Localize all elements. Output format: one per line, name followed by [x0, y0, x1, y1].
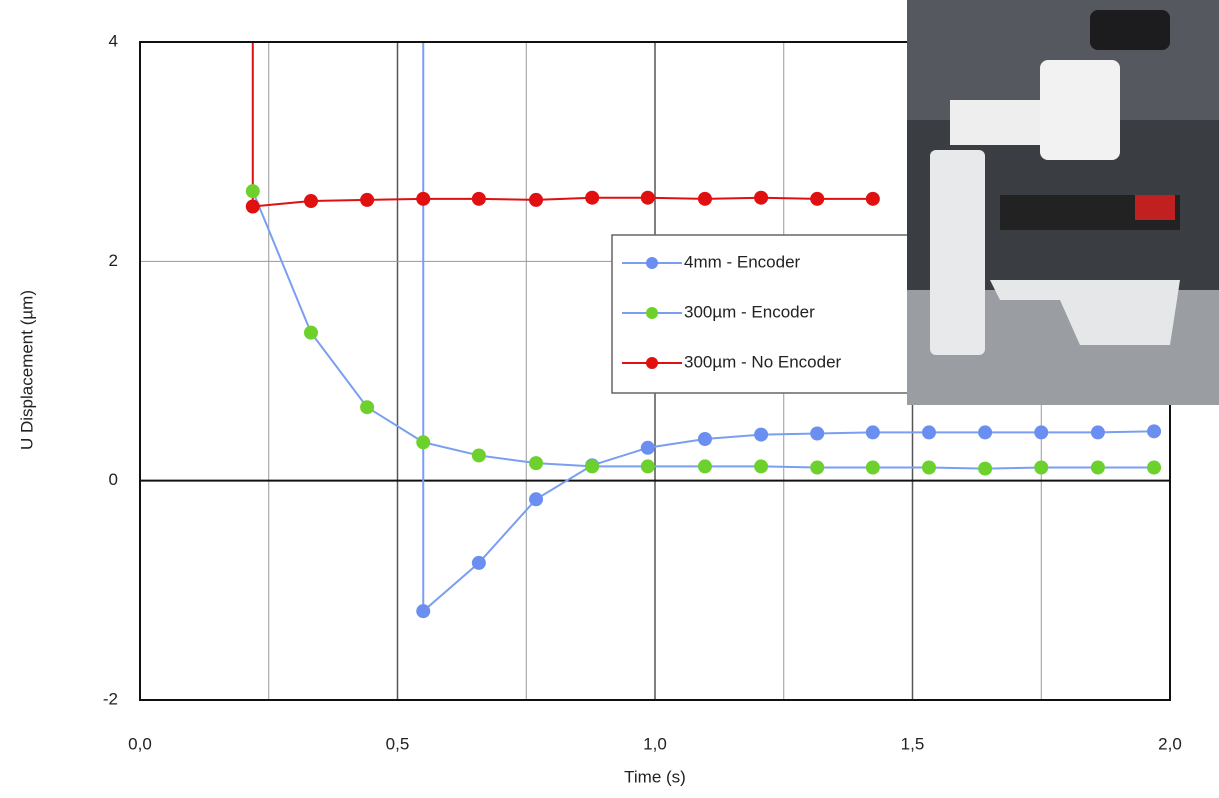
data-point	[640, 459, 655, 474]
y-tick-label: 4	[109, 31, 118, 50]
data-point	[978, 461, 993, 476]
data-point	[471, 191, 486, 206]
data-point	[360, 192, 375, 207]
data-point	[865, 191, 880, 206]
x-axis-label: Time (s)	[624, 767, 686, 786]
legend-marker	[646, 357, 658, 369]
photo	[907, 0, 1219, 405]
data-point	[303, 194, 318, 209]
data-point	[1147, 424, 1162, 439]
data-point	[697, 459, 712, 474]
data-point	[921, 460, 936, 475]
x-tick-label: 1,5	[901, 734, 925, 753]
data-point	[921, 425, 936, 440]
data-point	[471, 555, 486, 570]
data-point	[585, 459, 600, 474]
data-point	[810, 426, 825, 441]
data-point	[754, 190, 769, 205]
x-tick-label: 2,0	[1158, 734, 1182, 753]
y-tick-label: 0	[109, 470, 118, 489]
data-point	[1034, 425, 1049, 440]
data-point	[245, 199, 260, 214]
data-point	[360, 400, 375, 415]
data-point	[865, 425, 880, 440]
data-point	[416, 604, 431, 619]
y-tick-label: -2	[103, 689, 118, 708]
data-point	[810, 460, 825, 475]
data-point	[1147, 460, 1162, 475]
legend-label: 4mm - Encoder	[684, 252, 801, 271]
data-point	[245, 184, 260, 199]
y-axis-label: U Displacement (µm)	[17, 290, 36, 450]
data-point	[1090, 425, 1105, 440]
legend: 4mm - Encoder 300µm - Encoder 300µm - No E…	[611, 234, 913, 394]
data-point	[865, 460, 880, 475]
data-point	[416, 435, 431, 450]
data-point	[640, 190, 655, 205]
data-point	[1090, 460, 1105, 475]
data-point	[303, 325, 318, 340]
data-point	[416, 191, 431, 206]
legend-marker	[646, 257, 658, 269]
data-point	[529, 492, 544, 507]
x-tick-label: 0,0	[128, 734, 152, 753]
data-point	[640, 440, 655, 455]
data-point	[471, 448, 486, 463]
data-point	[1034, 460, 1049, 475]
data-point	[754, 427, 769, 442]
data-point	[529, 456, 544, 471]
data-point	[810, 191, 825, 206]
legend-label: 300µm - No Encoder	[684, 352, 842, 371]
x-tick-label: 0,5	[386, 734, 410, 753]
data-point	[697, 431, 712, 446]
data-point	[754, 459, 769, 474]
legend-marker	[646, 307, 658, 319]
data-point	[529, 192, 544, 207]
data-point	[585, 190, 600, 205]
data-point	[978, 425, 993, 440]
plot-area	[245, 42, 1162, 619]
x-tick-label: 1,0	[643, 734, 667, 753]
legend-label: 300µm - Encoder	[684, 302, 815, 321]
series-line	[251, 42, 873, 208]
y-tick-label: 2	[109, 251, 118, 270]
data-point	[697, 191, 712, 206]
